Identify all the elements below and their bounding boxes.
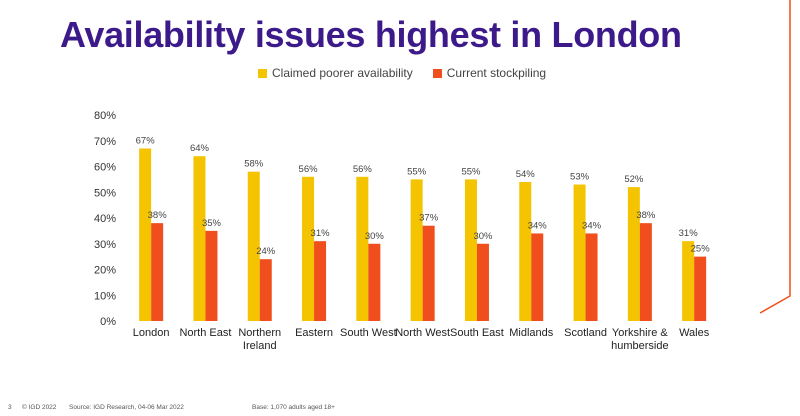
footer-page-number: 3 <box>8 404 12 411</box>
bar-stockpiling <box>694 256 707 321</box>
x-tick-label: Wales <box>679 327 710 339</box>
y-tick-label: 60% <box>94 162 116 174</box>
footer-source: Source: IGD Research, 04-06 Mar 2022 <box>69 404 184 411</box>
x-tick-label: Yorkshire & <box>612 327 669 339</box>
data-label: 37% <box>419 213 439 224</box>
y-tick-label: 40% <box>94 213 116 225</box>
y-tick-label: 20% <box>94 265 116 277</box>
page-title: Availability issues highest in London <box>60 14 682 55</box>
bar-claimed <box>193 156 206 321</box>
data-label: 24% <box>256 246 276 257</box>
bar-claimed <box>573 184 586 321</box>
bar-stockpiling <box>585 233 598 321</box>
data-label: 30% <box>473 231 493 242</box>
bar-claimed <box>356 176 369 321</box>
legend-label-claimed: Claimed poorer availability <box>272 66 413 80</box>
data-label: 34% <box>582 220 602 231</box>
x-tick-label: South West <box>340 327 397 339</box>
data-label: 53% <box>570 172 590 183</box>
y-tick-label: 50% <box>94 187 116 199</box>
bar-stockpiling <box>259 259 272 321</box>
data-label: 54% <box>516 169 536 180</box>
x-tick-label: Ireland <box>243 340 277 352</box>
bar-claimed <box>682 241 695 321</box>
legend-label-stockpiling: Current stockpiling <box>446 66 547 80</box>
data-label: 55% <box>407 166 427 177</box>
legend-item-stockpiling: Current stockpiling <box>432 66 547 80</box>
bar-stockpiling <box>639 223 652 321</box>
bar-stockpiling <box>205 230 218 321</box>
data-label: 56% <box>299 164 319 175</box>
data-label: 55% <box>461 166 481 177</box>
bar-claimed <box>410 179 423 321</box>
x-tick-label: London <box>133 327 170 339</box>
data-label: 64% <box>190 143 210 154</box>
data-label: 34% <box>528 220 548 231</box>
data-label: 58% <box>244 159 264 170</box>
data-label: 31% <box>311 228 331 239</box>
data-label: 38% <box>148 210 168 221</box>
legend-swatch-stockpiling <box>432 68 442 78</box>
bar-stockpiling <box>476 243 489 321</box>
footer-copyright: © IGD 2022 <box>22 404 57 411</box>
x-tick-label: Eastern <box>295 327 333 339</box>
corner-accent-line <box>760 0 791 314</box>
bar-claimed <box>302 176 315 321</box>
x-tick-label: Scotland <box>564 327 607 339</box>
y-tick-label: 70% <box>94 136 116 148</box>
chart-legend: Claimed poorer availability Current stoc… <box>258 66 546 80</box>
bar-claimed <box>464 179 477 321</box>
bar-claimed <box>247 171 260 321</box>
x-tick-label: North West <box>395 327 450 339</box>
bar-stockpiling <box>314 241 327 321</box>
bar-claimed <box>139 148 152 321</box>
bar-stockpiling <box>151 223 164 321</box>
y-tick-label: 10% <box>94 290 116 302</box>
x-tick-label: humberside <box>611 340 668 352</box>
x-tick-label: North East <box>179 327 231 339</box>
data-label: 30% <box>365 231 385 242</box>
data-label: 67% <box>136 135 156 146</box>
legend-swatch-claimed <box>258 68 267 78</box>
bar-claimed <box>519 181 532 321</box>
x-tick-label: South East <box>450 327 504 339</box>
data-label: 38% <box>636 210 656 221</box>
bar-stockpiling <box>368 243 381 321</box>
y-tick-label: 0% <box>100 316 116 328</box>
y-tick-label: 80% <box>94 110 116 122</box>
bar-stockpiling <box>422 225 435 321</box>
y-tick-label: 30% <box>94 239 116 251</box>
data-label: 25% <box>691 244 711 255</box>
data-label: 56% <box>353 164 373 175</box>
x-tick-label: Northern <box>238 327 281 339</box>
x-tick-label: Midlands <box>509 327 554 339</box>
data-label: 31% <box>679 228 699 239</box>
data-label: 52% <box>624 174 644 185</box>
bar-stockpiling <box>531 233 544 321</box>
legend-item-claimed: Claimed poorer availability <box>258 66 413 80</box>
data-label: 35% <box>202 218 222 229</box>
bar-claimed <box>627 187 640 321</box>
footer-base: Base: 1,070 adults aged 18+ <box>252 404 335 411</box>
